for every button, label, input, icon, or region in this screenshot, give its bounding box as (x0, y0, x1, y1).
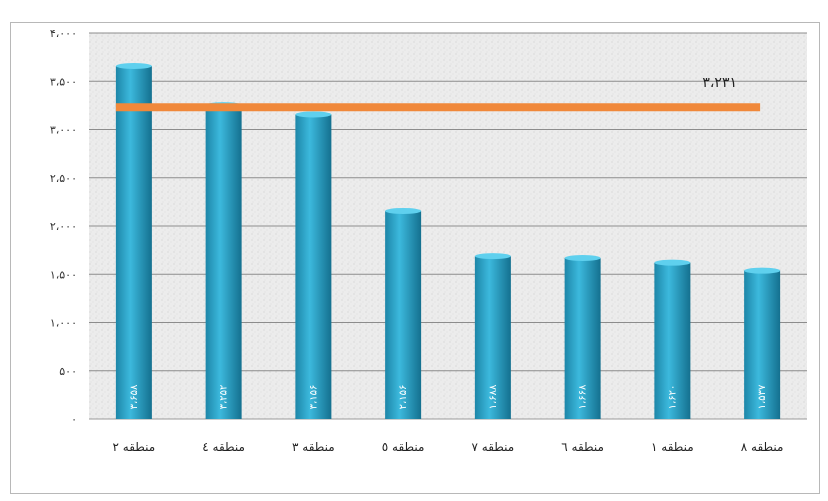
bar-top-cap (295, 111, 332, 118)
x-axis-categories: منطقه ۲ منطقه ٤ منطقه ۳ منطقه ٥ منطقه ۷ منطقه… (113, 440, 784, 454)
bar (295, 114, 332, 420)
y-tick-label: ۲،۵۰۰ (50, 172, 77, 185)
x-category-label: منطقه ۳ (292, 440, 335, 454)
bar-value-label: ۳،۶۵۸ (129, 384, 140, 409)
bar-value-label: ۳،۲۵۲ (219, 385, 230, 410)
y-tick-label: ۵۰۰ (59, 365, 77, 378)
y-tick-label: ۳،۵۰۰ (50, 75, 77, 88)
bar (654, 262, 691, 419)
bar-top-cap (564, 255, 601, 262)
y-tick-label: ۰ (71, 413, 77, 426)
bars: ۳،۶۵۸ ۳،۲۵۲ ۳،۱۵۶ ۲،۱۵۶ ۱،۶۸۸ ۱،۶۶۸ ۱،۶۲۰ ۱،۵۳۷ (115, 63, 781, 420)
bar-top-cap (385, 207, 422, 214)
bar (385, 210, 422, 419)
bar (564, 258, 601, 419)
bar-chart: ۰۵۰۰۱،۰۰۰۱،۵۰۰۲،۰۰۰۲،۵۰۰۳،۰۰۰۳،۵۰۰۴،۰۰۰ … (50, 27, 807, 454)
y-tick-label: ۲،۰۰۰ (50, 220, 77, 233)
average-line-group: ۳،۲۳۱ (115, 75, 761, 112)
bar (744, 270, 781, 419)
y-tick-label: ۱،۵۰۰ (50, 268, 77, 281)
x-category-label: منطقه ۱ (651, 440, 694, 454)
bar-value-label: ۱،۶۲۰ (667, 385, 678, 410)
y-tick-label: ۱،۰۰۰ (50, 317, 77, 330)
bar-value-label: ۳،۱۵۶ (308, 385, 319, 410)
bar-top-cap (654, 259, 691, 266)
bar-value-label: ۱،۶۶۸ (578, 384, 589, 409)
y-tick-label: ۳،۰۰۰ (50, 124, 77, 137)
x-category-label: منطقه ۲ (113, 440, 156, 454)
x-category-label: منطقه ۷ (472, 440, 515, 454)
y-axis-ticks: ۰ ۵۰۰ ۱،۰۰۰ ۱،۵۰۰ ۲،۰۰۰ ۲،۵۰۰ ۳،۰۰۰ ۳،۵۰۰ ۴،۰۰۰ (50, 27, 77, 426)
x-category-label: منطقه ٥ (382, 440, 425, 454)
bar (205, 105, 242, 419)
x-category-label: منطقه ٦ (561, 440, 604, 454)
y-tick-label: ۴،۰۰۰ (50, 27, 77, 40)
bar-top-cap (744, 267, 781, 274)
x-category-label: منطقه ٤ (202, 440, 245, 454)
bar-value-label: ۲،۱۵۶ (398, 385, 409, 410)
bar (115, 66, 152, 420)
bar-value-label: ۱،۵۳۷ (757, 384, 768, 409)
bar-top-cap (115, 63, 152, 70)
chart-frame: ۰ ۵۰۰ ۱،۰۰۰ ۱،۵۰۰ ۲،۰۰۰ ۲،۵۰۰ ۳،۰۰۰ ۳،۵۰۰ ۴،۰۰۰ … (10, 22, 820, 494)
average-label: ۳،۲۳۱ (702, 75, 737, 91)
bar (474, 256, 511, 419)
x-category-label: منطقه ۸ (741, 440, 784, 454)
bar-value-label: ۱،۶۸۸ (488, 384, 499, 409)
bar-top-cap (474, 253, 511, 260)
